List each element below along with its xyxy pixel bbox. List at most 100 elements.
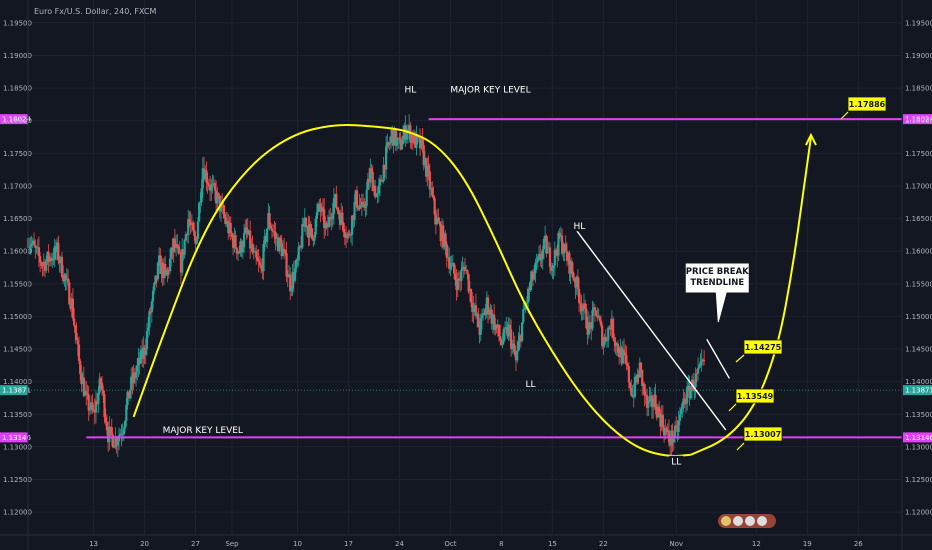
candle-body xyxy=(73,318,76,326)
candle-body xyxy=(325,223,328,224)
candle-body xyxy=(571,271,575,278)
candle-body xyxy=(677,420,680,433)
candle-body xyxy=(377,185,380,194)
candle-body xyxy=(371,171,374,192)
candle-body xyxy=(227,221,230,234)
annotation-bg xyxy=(572,220,587,232)
candle-body xyxy=(35,247,38,249)
y-tick-label-left: 1.13500 xyxy=(3,411,32,419)
key-level-label-right-1: 1.18024 xyxy=(905,116,932,124)
candle-body xyxy=(461,266,464,270)
candle-body xyxy=(476,313,479,317)
annotation-bg xyxy=(403,83,418,95)
candle-body xyxy=(99,378,102,383)
candle-body xyxy=(483,313,486,316)
candle-body xyxy=(418,137,422,149)
candle-body xyxy=(679,409,683,415)
candle-body xyxy=(211,184,214,185)
candle-body xyxy=(168,258,172,272)
candle-body xyxy=(139,349,142,364)
candle-body xyxy=(497,324,501,337)
candle-body xyxy=(575,276,578,288)
scroll-pill-dot[interactable] xyxy=(733,516,743,526)
candle-body xyxy=(210,184,213,191)
candle-body xyxy=(580,303,583,312)
candle-body xyxy=(228,223,231,234)
candle-body xyxy=(485,297,488,308)
candle-body xyxy=(588,322,592,324)
callout-bubble xyxy=(685,263,749,323)
candle-body xyxy=(53,246,56,260)
candle-body xyxy=(517,341,520,351)
candle-body xyxy=(34,244,37,248)
candle-body xyxy=(451,263,454,264)
candle-body xyxy=(92,409,95,411)
candle-body xyxy=(681,403,684,410)
scroll-to-realtime-controls[interactable] xyxy=(718,514,776,528)
candle-body xyxy=(368,179,371,183)
x-tick-label: 12 xyxy=(752,540,761,548)
candle-body xyxy=(565,251,569,261)
candle-body xyxy=(128,389,132,399)
candle-body xyxy=(222,204,225,215)
candle-body xyxy=(262,244,265,272)
candle-body xyxy=(56,242,59,252)
candle-body xyxy=(546,247,549,254)
y-tick-label-left: 1.19000 xyxy=(3,52,32,60)
callout-line-1: PRICE BREAK xyxy=(686,267,749,277)
candle-body xyxy=(319,204,322,212)
candle-body xyxy=(51,258,54,261)
candle-body xyxy=(115,438,118,446)
candle-body xyxy=(434,214,437,225)
candle-body xyxy=(563,243,566,253)
candle-body xyxy=(500,340,503,345)
candle-body xyxy=(626,364,629,367)
y-tick-label-left: 1.14000 xyxy=(3,378,32,386)
candle-body xyxy=(510,329,513,349)
candle-body xyxy=(450,263,453,267)
annotation-bg xyxy=(523,378,538,390)
candle-body xyxy=(432,195,435,199)
scroll-pill-dot[interactable] xyxy=(757,516,767,526)
candle-body xyxy=(530,271,533,282)
candles xyxy=(26,114,706,458)
candle-body xyxy=(630,387,633,396)
candle-body xyxy=(627,366,630,383)
candle-body xyxy=(159,255,162,274)
candle-body xyxy=(218,195,221,212)
candle-body xyxy=(511,343,514,349)
candle-body xyxy=(394,128,397,146)
candle-body xyxy=(131,376,134,383)
candle-body xyxy=(91,402,94,410)
candle-body xyxy=(31,240,34,244)
candle-body xyxy=(599,320,603,326)
candle-body xyxy=(346,233,349,238)
candle-body xyxy=(361,201,365,204)
y-tick-label-right: 1.18500 xyxy=(905,85,932,93)
candle-body xyxy=(320,207,323,212)
candle-body xyxy=(232,236,235,248)
candle-body xyxy=(65,278,68,280)
candle-body xyxy=(468,289,471,292)
candle-body xyxy=(30,243,33,246)
candle-body xyxy=(261,268,264,272)
scroll-pill-dot[interactable] xyxy=(745,516,755,526)
candle-body xyxy=(359,205,362,208)
candle-body xyxy=(372,185,376,192)
scroll-pill-dot[interactable] xyxy=(721,516,731,526)
candle-body xyxy=(613,338,616,342)
candle-body xyxy=(219,202,223,212)
candle-body xyxy=(43,262,47,271)
candle-body xyxy=(289,274,292,292)
candle-body xyxy=(162,264,166,279)
candle-body xyxy=(283,248,286,251)
candle-body xyxy=(381,181,384,182)
candle-body xyxy=(513,345,516,355)
y-tick-label-left: 1.16000 xyxy=(3,248,32,256)
candle-body xyxy=(666,430,669,432)
candle-body xyxy=(570,261,573,272)
candle-body xyxy=(366,179,369,190)
candle-body xyxy=(355,190,359,208)
